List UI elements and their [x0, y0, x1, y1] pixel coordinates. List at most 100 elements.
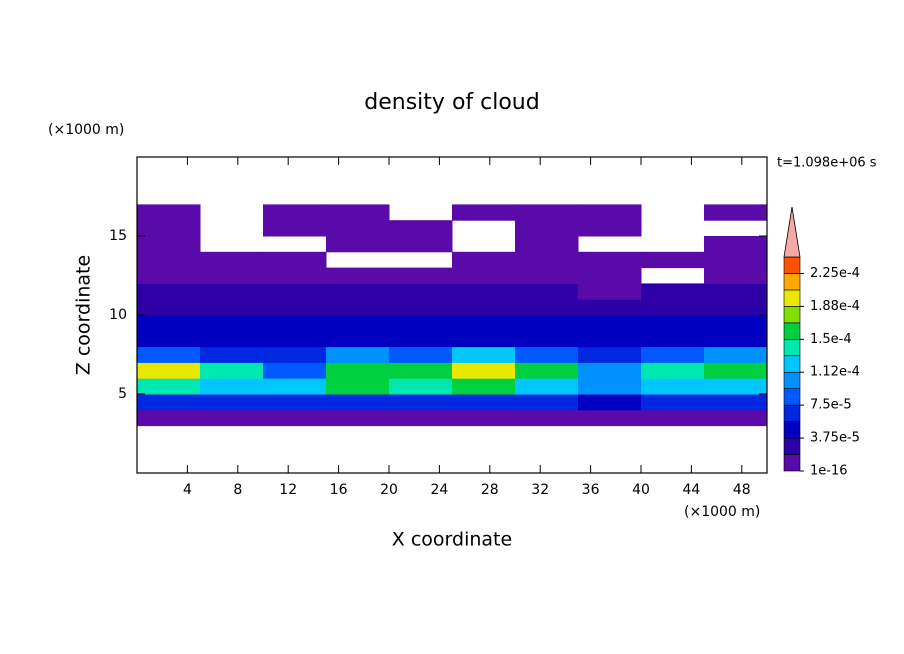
field-cell: [389, 267, 453, 284]
field-cell: [641, 394, 705, 411]
x-tick-label: 32: [531, 482, 549, 498]
field-cell: [326, 394, 390, 411]
field-cell: [137, 394, 201, 411]
field-cell: [263, 330, 327, 348]
field-cell: [578, 378, 642, 395]
x-tick-label: 24: [430, 482, 448, 498]
field-cell: [326, 220, 390, 237]
field-cell: [515, 299, 579, 316]
field-cell: [641, 315, 705, 332]
field-cell: [389, 315, 453, 332]
field-cell: [704, 283, 768, 300]
field-cell: [389, 409, 453, 427]
colorbar-tick-label: 1.88e-4: [810, 299, 860, 314]
field-cell: [200, 267, 264, 284]
x-axis-label: X coordinate: [392, 529, 512, 551]
field-cell: [452, 378, 516, 395]
field-cell: [389, 299, 453, 316]
y-tick-label: 15: [109, 228, 127, 244]
field-cell: [704, 204, 768, 221]
field-cell: [515, 283, 579, 300]
field-cell: [515, 409, 579, 427]
field-cell: [263, 315, 327, 332]
field-cell: [578, 394, 642, 411]
field-cell: [515, 330, 579, 348]
field-cell: [137, 378, 201, 395]
field-cell: [452, 362, 516, 379]
field-cell: [452, 394, 516, 411]
field-cell: [137, 267, 201, 284]
field-cell: [263, 220, 327, 237]
field-cell: [515, 346, 579, 363]
y-tick-label: 10: [109, 307, 127, 323]
field-cell: [641, 378, 705, 395]
field-cell: [200, 299, 264, 316]
field-cell: [137, 204, 201, 221]
field-cell: [704, 236, 768, 253]
colorbar-extend: [783, 206, 801, 258]
field-cell: [326, 315, 390, 332]
field-cell: [578, 267, 642, 284]
field-cell: [452, 299, 516, 316]
field-cell: [200, 362, 264, 379]
x-tick-label: 12: [279, 482, 297, 498]
x-tick-label: 40: [632, 482, 650, 498]
field-cell: [515, 204, 579, 221]
x-tick-label: 20: [380, 482, 398, 498]
field-cell: [137, 315, 201, 332]
field-cell: [704, 362, 768, 379]
field-cell: [641, 409, 705, 427]
field-cell: [389, 346, 453, 363]
field-cell: [326, 378, 390, 395]
colorbar-band: [783, 322, 801, 340]
colorbar-band: [783, 256, 801, 274]
colorbar-tick-label: 3.75e-5: [810, 431, 860, 446]
field-cell: [452, 315, 516, 332]
field-cell: [263, 346, 327, 363]
field-cell: [578, 346, 642, 363]
field-cell: [137, 409, 201, 427]
field-cell: [389, 362, 453, 379]
field-cell: [452, 409, 516, 427]
colorbar-band: [783, 273, 801, 291]
field-cell: [704, 346, 768, 363]
field-cell: [452, 330, 516, 348]
x-tick-label: 16: [330, 482, 348, 498]
field-cell: [389, 378, 453, 395]
colorbar-band: [783, 404, 801, 422]
y-tick-label: 5: [118, 386, 127, 402]
colorbar-tick-label: 1e-16: [810, 464, 848, 479]
field-cell: [515, 236, 579, 253]
field-cell: [641, 299, 705, 316]
field-cell: [515, 362, 579, 379]
field-cell: [137, 330, 201, 348]
x-tick-label: 48: [733, 482, 751, 498]
colorbar-band: [783, 289, 801, 307]
x-tick-label: 8: [233, 482, 242, 498]
colorbar-tick-label: 2.25e-4: [810, 266, 860, 281]
field-cell: [137, 299, 201, 316]
field-cell: [578, 315, 642, 332]
field-cell: [452, 283, 516, 300]
field-cell: [452, 267, 516, 284]
x-tick-label: 4: [183, 482, 192, 498]
field-cell: [263, 204, 327, 221]
time-annotation: t=1.098e+06 s: [777, 156, 877, 171]
field-cell: [137, 283, 201, 300]
field-cell: [326, 299, 390, 316]
field-cell: [200, 315, 264, 332]
colorbar-band: [783, 437, 801, 455]
field-cell: [704, 409, 768, 427]
field-cell: [326, 283, 390, 300]
colorbar-tick-label: 1.12e-4: [810, 365, 860, 380]
field-cell: [578, 251, 642, 269]
field-cell: [389, 236, 453, 253]
field-cell: [389, 330, 453, 348]
field-cell: [200, 394, 264, 411]
field-cell: [578, 220, 642, 237]
field-cell: [263, 283, 327, 300]
field-cell: [704, 378, 768, 395]
field-cell: [200, 283, 264, 300]
field-cell: [263, 267, 327, 284]
